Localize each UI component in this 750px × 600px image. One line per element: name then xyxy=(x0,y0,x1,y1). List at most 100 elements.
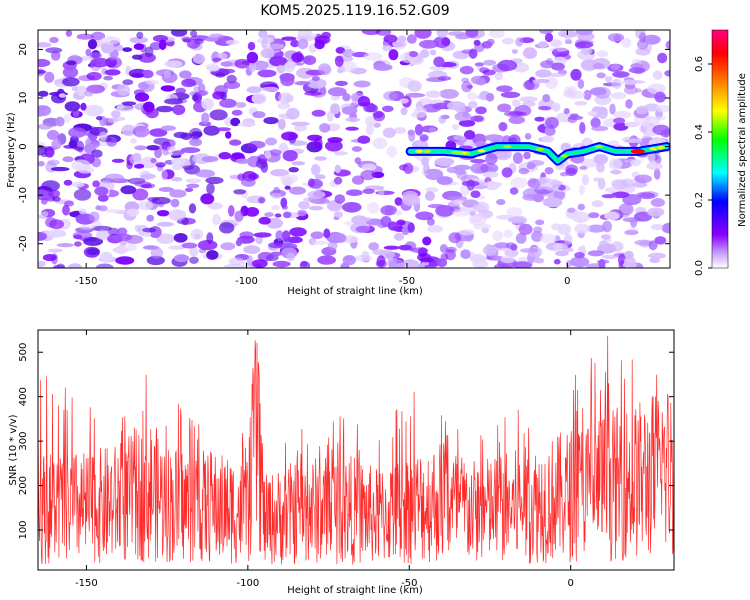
heatmap-cell xyxy=(170,198,180,208)
heatmap-cell xyxy=(122,47,133,52)
heatmap-ylabel: Frequency (Hz) xyxy=(6,112,17,188)
heatmap-cell xyxy=(104,173,124,182)
heatmap-cell xyxy=(94,186,109,196)
heatmap-cell xyxy=(376,255,386,267)
heatmap-cell xyxy=(225,39,240,45)
heatmap-y-tick-label: 20 xyxy=(18,43,29,56)
heatmap-cell xyxy=(574,223,591,234)
heatmap-cell xyxy=(278,142,289,153)
heatmap-cell xyxy=(472,201,490,213)
heatmap-cell xyxy=(68,140,78,149)
heatmap-cell xyxy=(597,177,606,190)
heatmap-cell xyxy=(413,106,428,118)
heatmap-cell xyxy=(401,226,410,236)
heatmap-cell xyxy=(357,135,371,144)
heatmap-cell xyxy=(142,183,156,189)
heatmap-cell xyxy=(319,123,331,133)
heatmap-cell xyxy=(243,245,261,254)
heatmap-cell xyxy=(363,52,383,61)
heatmap-cell xyxy=(246,51,259,64)
heatmap-cell xyxy=(372,249,387,255)
heatmap-cell xyxy=(91,225,112,232)
heatmap-cell xyxy=(290,40,300,48)
heatmap-cell xyxy=(453,164,471,171)
heatmap-cell xyxy=(470,159,486,164)
heatmap-cell xyxy=(240,177,256,187)
heatmap-cell xyxy=(565,90,585,100)
heatmap-cell xyxy=(634,239,653,246)
heatmap-cell xyxy=(38,123,53,130)
heatmap-cell xyxy=(47,248,63,253)
heatmap-cell xyxy=(429,65,447,71)
signal-hotspot xyxy=(477,149,486,153)
signal-hotspot xyxy=(657,146,666,149)
heatmap-cell xyxy=(56,243,74,248)
heatmap-cell xyxy=(538,41,548,48)
heatmap-cell xyxy=(634,211,653,222)
heatmap-cell xyxy=(38,69,47,74)
heatmap-cell xyxy=(574,101,588,106)
heatmap-cell xyxy=(503,229,513,239)
heatmap-cell xyxy=(544,77,559,89)
heatmap-cell xyxy=(120,185,137,195)
heatmap-cell xyxy=(212,57,222,62)
heatmap-cell xyxy=(150,158,157,164)
heatmap-cell xyxy=(577,79,585,89)
heatmap-cell xyxy=(599,240,608,249)
heatmap-cell xyxy=(150,247,164,259)
heatmap-cell xyxy=(410,247,429,253)
heatmap-cell xyxy=(268,149,282,156)
heatmap-cell xyxy=(654,154,662,164)
heatmap-cell xyxy=(542,197,563,208)
heatmap-cell xyxy=(235,239,243,247)
heatmap-cell xyxy=(71,159,91,172)
heatmap-cell xyxy=(272,260,291,268)
heatmap-cell xyxy=(425,90,441,98)
snr-y-tick-label: 400 xyxy=(18,387,29,406)
heatmap-cell xyxy=(83,237,103,246)
heatmap-cell xyxy=(105,208,121,214)
heatmap-cell xyxy=(257,251,274,262)
heatmap-cell xyxy=(421,156,429,167)
heatmap-cell xyxy=(41,211,49,218)
heatmap-cell xyxy=(189,138,203,147)
heatmap-cell xyxy=(215,127,231,132)
heatmap-cell xyxy=(661,222,670,234)
heatmap-cell xyxy=(149,128,168,137)
heatmap-cell xyxy=(510,215,528,225)
heatmap-cell xyxy=(361,30,381,36)
heatmap-cell xyxy=(157,210,170,217)
heatmap-cell xyxy=(291,161,306,166)
heatmap-cell xyxy=(255,235,263,245)
heatmap-cell xyxy=(297,38,309,50)
heatmap-cell xyxy=(598,258,606,268)
heatmap-cell xyxy=(248,60,257,73)
heatmap-cell xyxy=(637,39,649,50)
heatmap-cell xyxy=(433,56,445,68)
heatmap-cell xyxy=(132,188,149,201)
heatmap-cell xyxy=(613,110,632,119)
heatmap-cell xyxy=(112,233,133,242)
heatmap-cell xyxy=(496,85,513,92)
heatmap-cell xyxy=(41,180,60,192)
snr-panel: -150 -100 -50 0 100 200 300 400 500 Height of s… xyxy=(8,329,675,596)
heatmap-cell xyxy=(365,115,377,127)
heatmap-cell xyxy=(294,81,311,86)
heatmap-cell xyxy=(96,116,103,121)
heatmap-cell xyxy=(470,190,481,198)
heatmap-y-ticks: -20 -10 0 10 20 xyxy=(18,43,670,252)
heatmap-x-tick-label: -150 xyxy=(75,276,98,287)
heatmap-cell xyxy=(501,167,513,178)
heatmap-cell xyxy=(47,159,60,166)
heatmap-cell xyxy=(130,138,137,144)
heatmap-cell xyxy=(467,92,478,101)
heatmap-cell xyxy=(63,113,72,123)
heatmap-cell xyxy=(649,257,661,264)
heatmap-cell xyxy=(419,257,435,263)
heatmap-cell xyxy=(518,223,533,235)
chart-title: KOM5.2025.119.16.52.G09 xyxy=(260,3,449,19)
heatmap-cell xyxy=(311,109,326,117)
heatmap-cell xyxy=(330,103,340,115)
heatmap-cell xyxy=(279,174,299,184)
heatmap-cell xyxy=(260,48,275,59)
